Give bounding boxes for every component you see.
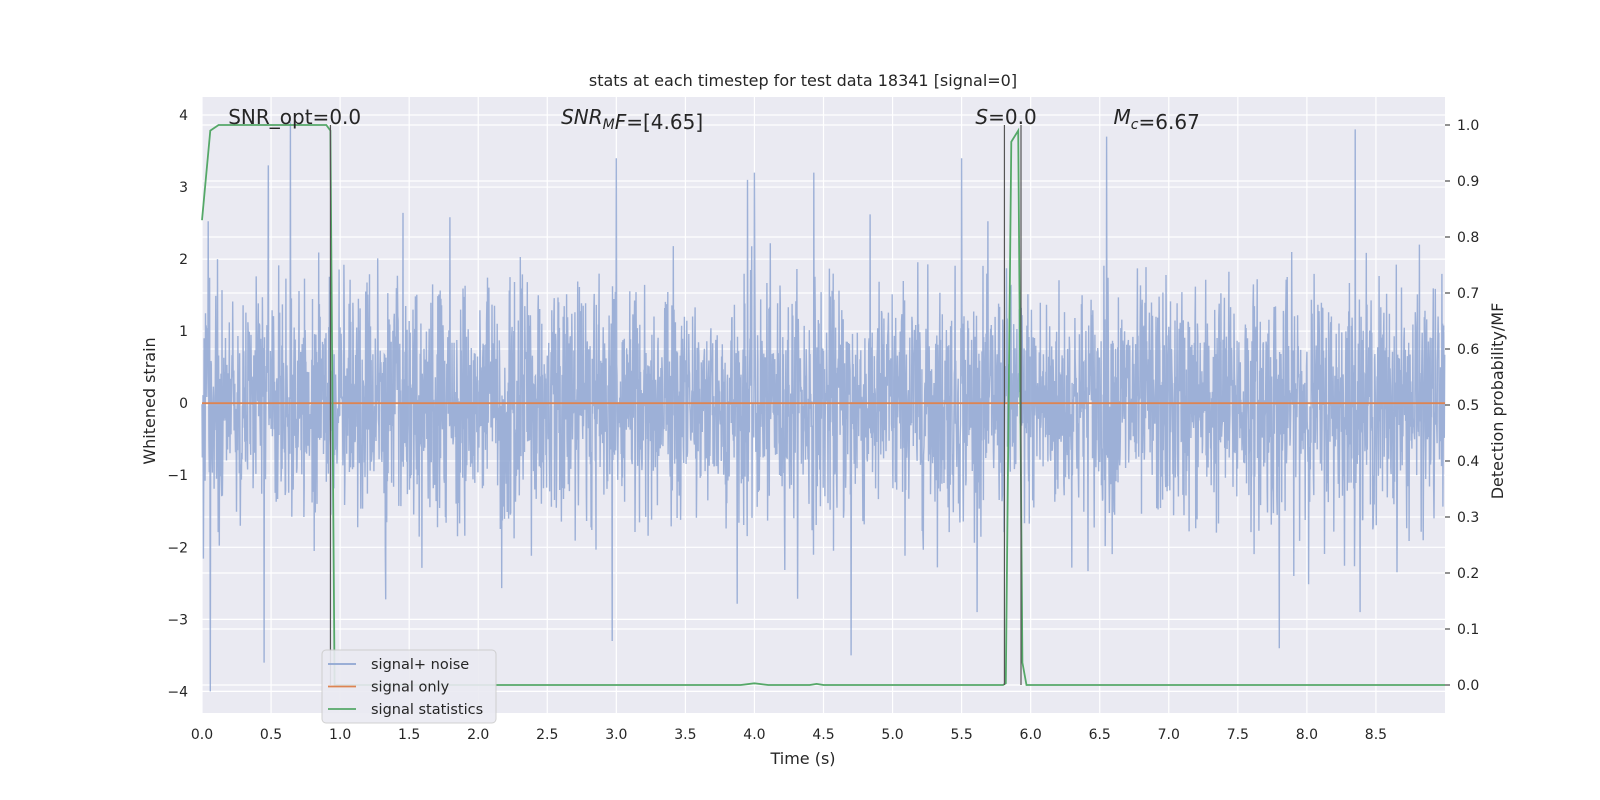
series-signal-statistics — [201, 124, 1445, 686]
legend-label: signal+ noise — [371, 657, 469, 673]
y-right-tick-label: 0.1 — [1457, 622, 1479, 638]
y-tick-label: 4 — [179, 108, 188, 124]
x-tick-label: 3.0 — [605, 727, 627, 743]
legend: signal+ noise signal only signal statistic… — [321, 649, 497, 724]
y-tick-label: −3 — [167, 612, 188, 628]
legend-label: signal statistics — [371, 702, 483, 718]
x-tick-label: 8.5 — [1365, 727, 1387, 743]
x-tick-label: 6.0 — [1020, 727, 1042, 743]
y-tick-label: 1 — [179, 324, 188, 340]
y-tick-label: 2 — [179, 252, 188, 268]
x-tick-label: 2.0 — [467, 727, 489, 743]
x-tick-label: 0.5 — [260, 727, 282, 743]
x-tick-label: 6.5 — [1089, 727, 1111, 743]
annotation: SNRMF=[4.65] — [561, 105, 703, 134]
y-tick-label: 3 — [179, 180, 188, 196]
chart-title: stats at each timestep for test data 183… — [589, 71, 1017, 90]
y-tick-label: −2 — [167, 540, 188, 556]
annotation: Mc=6.67 — [1114, 105, 1200, 134]
y-right-tick-label: 0.6 — [1457, 342, 1479, 358]
x-tick-label: 7.0 — [1158, 727, 1180, 743]
x-tick-label: 7.5 — [1227, 727, 1249, 743]
x-tick-label: 1.5 — [398, 727, 420, 743]
x-tick-label: 4.0 — [743, 727, 765, 743]
y-right-tick-label: 0.3 — [1457, 510, 1479, 526]
x-tick-label: 3.5 — [674, 727, 696, 743]
x-tick-label: 1.0 — [329, 727, 351, 743]
annotation: S=0.0 — [975, 105, 1036, 129]
legend-box — [321, 649, 497, 724]
x-tick-label: 0.0 — [191, 727, 213, 743]
y-right-tick-label: 0.5 — [1457, 398, 1479, 414]
x-tick-label: 5.5 — [950, 727, 972, 743]
x-axis-label: Time (s) — [769, 749, 835, 768]
x-tick-label: 5.0 — [881, 727, 903, 743]
y-tick-label: −1 — [167, 468, 188, 484]
x-tick-label: 4.5 — [812, 727, 834, 743]
y-axis-label: Whitened strain — [140, 337, 159, 464]
ticks: 0.0 0.5 1.0 1.5 2.0 2.5 3.0 3.5 4.0 4.5 5.0 5.5 6.0 6… — [167, 108, 1479, 743]
y-right-tick-label: 0.4 — [1457, 454, 1479, 470]
y-axis-right-label: Detection probability/MF — [1488, 303, 1507, 500]
vertical-markers — [329, 125, 1022, 685]
y-right-tick-label: 0.0 — [1457, 678, 1479, 694]
signal-statistics-line — [201, 124, 1445, 686]
y-right-tick-label: 0.9 — [1457, 174, 1479, 190]
x-tick-label: 2.5 — [536, 727, 558, 743]
series-signal-noise — [201, 122, 1446, 692]
y-right-tick-label: 0.2 — [1457, 566, 1479, 582]
x-tick-label: 8.0 — [1296, 727, 1318, 743]
y-right-tick-label: 1.0 — [1457, 118, 1479, 134]
y-tick-label: −4 — [167, 684, 188, 700]
annotations: SNR_opt=0.0 SNRMF=[4.65] S=0.0 Mc=6.67 — [228, 105, 1200, 134]
annotation: SNR_opt=0.0 — [228, 105, 361, 129]
legend-label: signal only — [371, 680, 450, 696]
y-tick-label: 0 — [179, 396, 188, 412]
signal-noise-line — [201, 122, 1446, 692]
y-right-tick-label: 0.7 — [1457, 286, 1479, 302]
y-right-tick-label: 0.8 — [1457, 230, 1479, 246]
